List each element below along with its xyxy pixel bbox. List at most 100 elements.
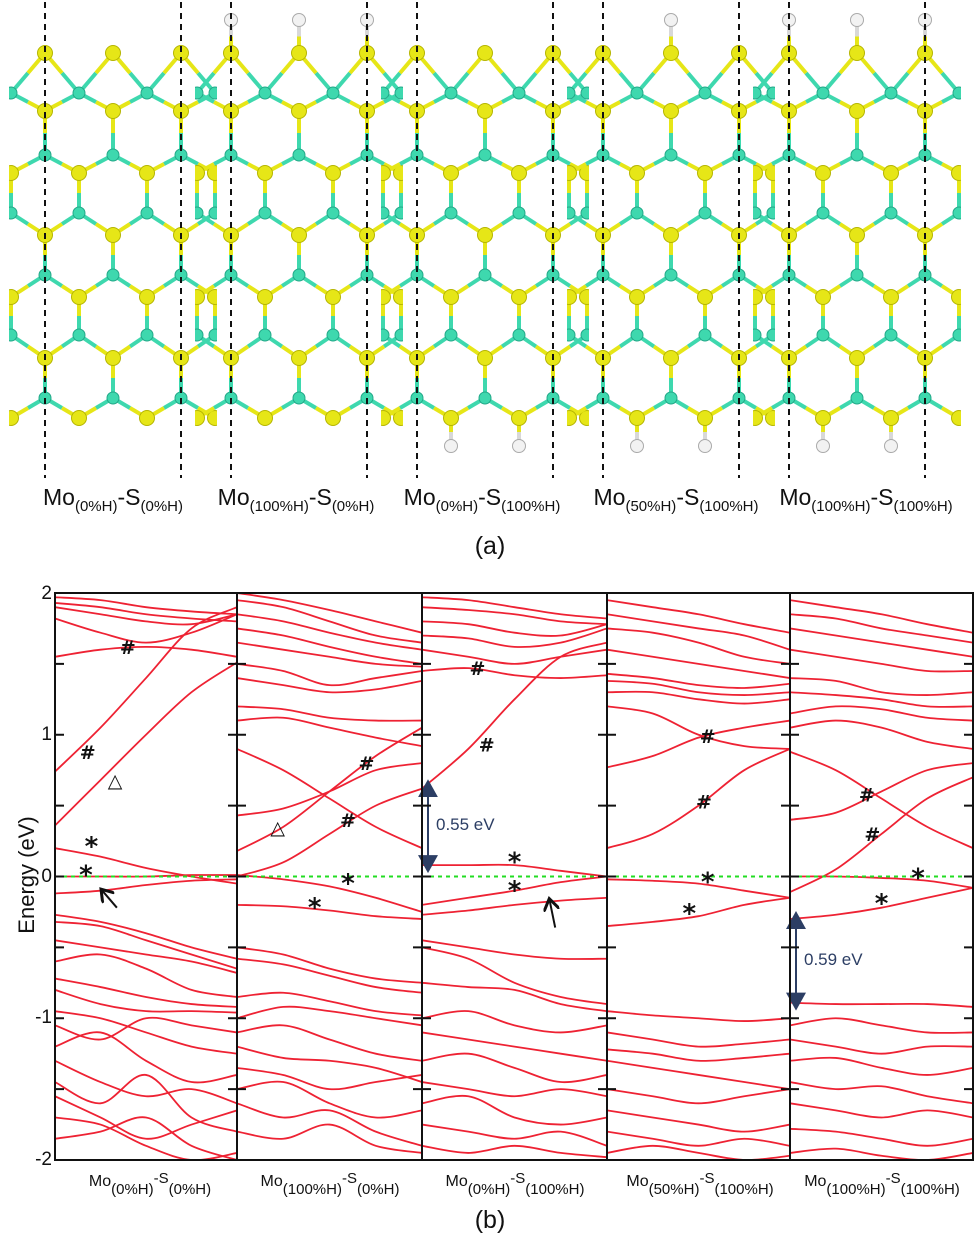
band-line (790, 677, 973, 696)
band-line (237, 1024, 422, 1062)
sulfur-atom (381, 165, 391, 181)
sulfur-atom (9, 289, 19, 305)
sulfur-atom (477, 227, 493, 243)
molybdenum-atom (766, 328, 775, 342)
band-line (607, 748, 790, 850)
band-line (790, 1102, 973, 1119)
molybdenum-atom (630, 86, 644, 100)
band-line (237, 1102, 422, 1147)
molybdenum-atom (698, 86, 712, 100)
sulfur-atom (567, 165, 577, 181)
band-line (790, 691, 973, 708)
molybdenum-atom (195, 86, 204, 100)
sulfur-atom (291, 45, 307, 61)
sulfur-atom (567, 410, 577, 426)
sulfur-atom (579, 410, 589, 426)
sulfur-atom (511, 289, 527, 305)
sulfur-atom (291, 103, 307, 119)
band-line (790, 613, 973, 644)
molybdenum-atom (195, 206, 204, 220)
molybdenum-atom (567, 206, 576, 220)
band-line (607, 1109, 790, 1133)
hash-marker: # (359, 753, 375, 775)
hash-marker: # (696, 791, 712, 813)
band-line (790, 1081, 973, 1105)
band-line (422, 1123, 607, 1147)
band-line (790, 1001, 973, 1008)
molybdenum-atom (208, 86, 217, 100)
label-part: -S (870, 484, 894, 510)
hydrogen-atom (816, 439, 830, 453)
label-part: (0%H) (111, 1181, 154, 1198)
molybdenum-atom (478, 391, 492, 405)
label-part: -S (478, 484, 502, 510)
band-line (607, 627, 790, 665)
molybdenum-atom (258, 206, 272, 220)
band-line (237, 662, 422, 687)
sulfur-atom (629, 165, 645, 181)
band-line (237, 874, 422, 913)
molybdenum-atom (208, 328, 217, 342)
molybdenum-atom (444, 86, 458, 100)
structure-panel (9, 45, 217, 426)
band-line (607, 896, 790, 928)
band-line (790, 719, 973, 750)
sulfur-atom (697, 289, 713, 305)
sulfur-atom (393, 410, 403, 426)
label-part: (0%H) (74, 498, 118, 515)
label-part: (100%H) (900, 1181, 960, 1198)
sulfur-atom (393, 289, 403, 305)
band-line (790, 648, 973, 673)
band-line (790, 1147, 973, 1160)
band-gap-label: 0.59 eV (804, 949, 863, 969)
band-line (55, 953, 237, 998)
label-part: (100%H) (893, 498, 953, 515)
molybdenum-atom (292, 268, 306, 282)
molybdenum-atom (292, 148, 306, 162)
structure-panel (567, 13, 775, 453)
molybdenum-atom (140, 206, 154, 220)
label-part: (50%H) (625, 498, 677, 515)
sulfur-atom (381, 289, 391, 305)
sulfur-atom (257, 289, 273, 305)
sulfur-atom (697, 410, 713, 426)
molybdenum-atom (884, 206, 898, 220)
molybdenum-atom (208, 206, 217, 220)
band-line (607, 1059, 790, 1091)
structure-label: Mo(0%H)-S(100%H) (404, 484, 561, 515)
molybdenum-atom (630, 206, 644, 220)
label-part: Mo (593, 484, 626, 510)
sulfur-atom (139, 289, 155, 305)
band-line (422, 1052, 607, 1084)
band-line (237, 748, 422, 849)
molybdenum-atom (195, 328, 204, 342)
structure-label: Mo(50%H)-S(100%H) (594, 484, 759, 515)
sulfur-atom (105, 227, 121, 243)
molybdenum-atom (816, 328, 830, 342)
molybdenum-atom (753, 206, 762, 220)
band-line (55, 661, 237, 827)
band-line (237, 762, 422, 817)
molybdenum-atom (72, 328, 86, 342)
molybdenum-atom (766, 86, 775, 100)
band-line (55, 613, 237, 644)
sulfur-atom (325, 410, 341, 426)
label-part: (100%H) (699, 498, 759, 515)
label-part: (100%H) (826, 1181, 886, 1198)
hydrogen-atom (292, 13, 306, 27)
band-line (790, 776, 973, 893)
band-line (55, 1031, 237, 1084)
sulfur-atom (765, 410, 775, 426)
label-part: (0%H) (331, 498, 375, 515)
molybdenum-atom (140, 86, 154, 100)
sulfur-atom (105, 103, 121, 119)
molybdenum-atom (753, 86, 762, 100)
band-line (55, 1116, 237, 1160)
sulfur-atom (9, 410, 19, 426)
label-part: -S (676, 484, 700, 510)
molybdenum-atom (664, 148, 678, 162)
label-part: (100%H) (249, 498, 309, 515)
molybdenum-atom (952, 86, 961, 100)
molybdenum-atom (394, 206, 403, 220)
sulfur-atom (849, 227, 865, 243)
